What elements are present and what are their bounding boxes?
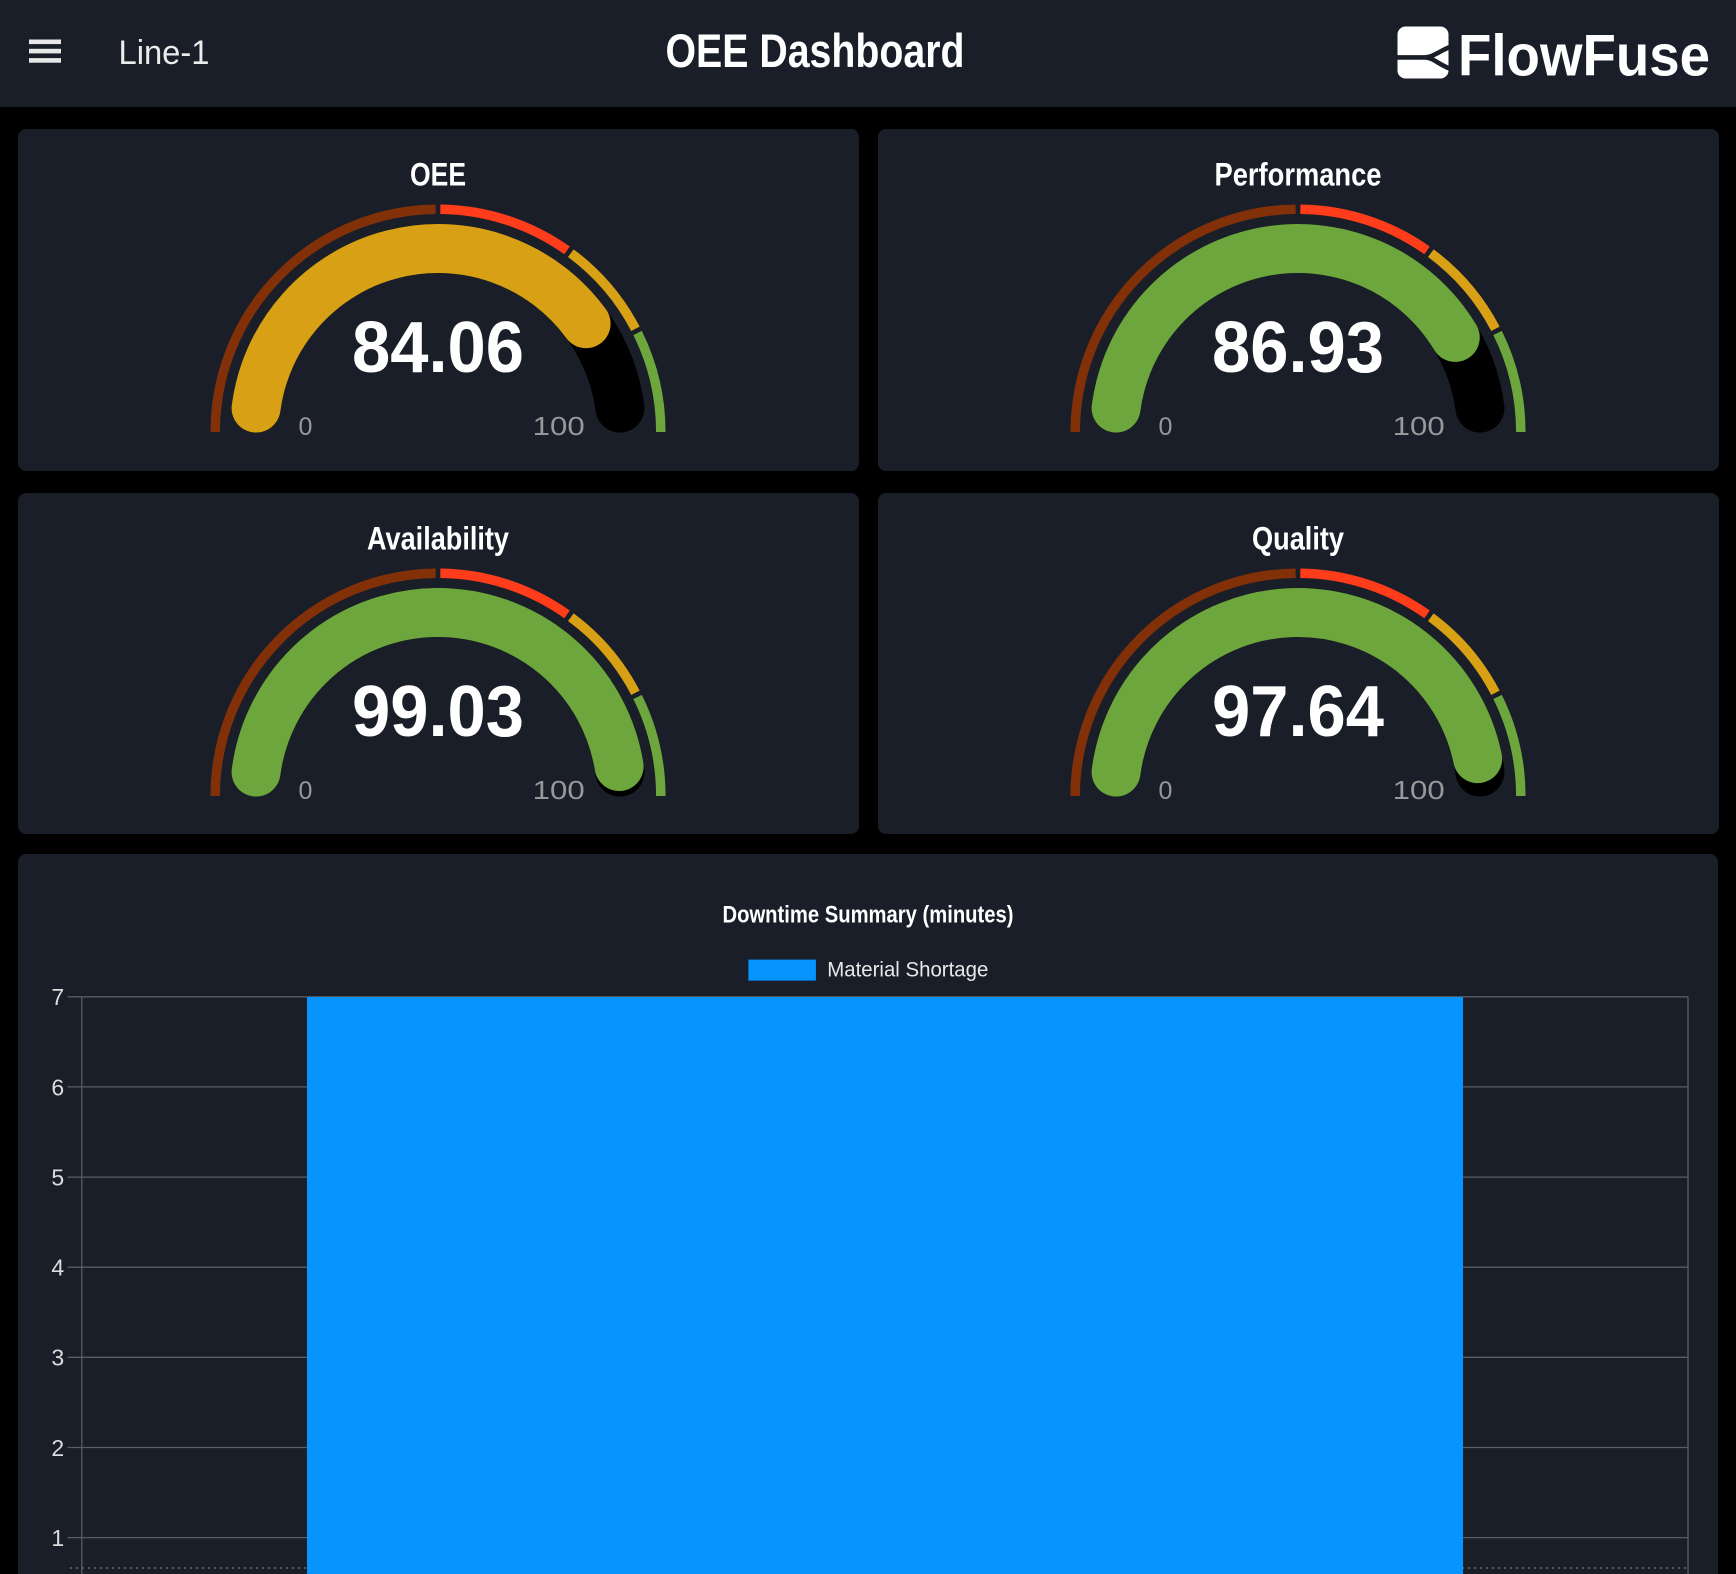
svg-text:0: 0 [1159, 776, 1173, 804]
svg-text:7: 7 [51, 984, 64, 1010]
svg-text:Availability: Availability [367, 520, 509, 556]
svg-text:Performance: Performance [1215, 157, 1382, 193]
svg-text:0: 0 [1159, 413, 1173, 441]
svg-text:100: 100 [533, 774, 585, 804]
svg-text:0: 0 [299, 776, 313, 804]
svg-text:86.93: 86.93 [1212, 308, 1384, 388]
svg-text:84.06: 84.06 [352, 308, 524, 388]
svg-text:Line-1: Line-1 [119, 34, 210, 72]
svg-text:3: 3 [51, 1345, 64, 1371]
svg-text:5: 5 [51, 1165, 64, 1191]
svg-text:OEE Dashboard: OEE Dashboard [666, 24, 965, 77]
svg-text:6: 6 [51, 1074, 64, 1100]
svg-text:100: 100 [1393, 411, 1445, 441]
svg-text:Quality: Quality [1252, 520, 1344, 556]
svg-text:100: 100 [533, 411, 585, 441]
svg-text:Material Shortage: Material Shortage [827, 958, 988, 981]
svg-text:100: 100 [1393, 774, 1445, 804]
svg-text:OEE: OEE [410, 157, 466, 193]
svg-text:97.64: 97.64 [1212, 671, 1384, 751]
svg-text:FlowFuse: FlowFuse [1458, 24, 1710, 89]
svg-text:Downtime Summary (minutes): Downtime Summary (minutes) [723, 901, 1014, 928]
svg-text:0: 0 [299, 413, 313, 441]
svg-text:2: 2 [51, 1435, 64, 1461]
svg-text:4: 4 [51, 1255, 64, 1281]
svg-text:99.03: 99.03 [352, 671, 524, 751]
svg-text:1: 1 [51, 1525, 64, 1551]
